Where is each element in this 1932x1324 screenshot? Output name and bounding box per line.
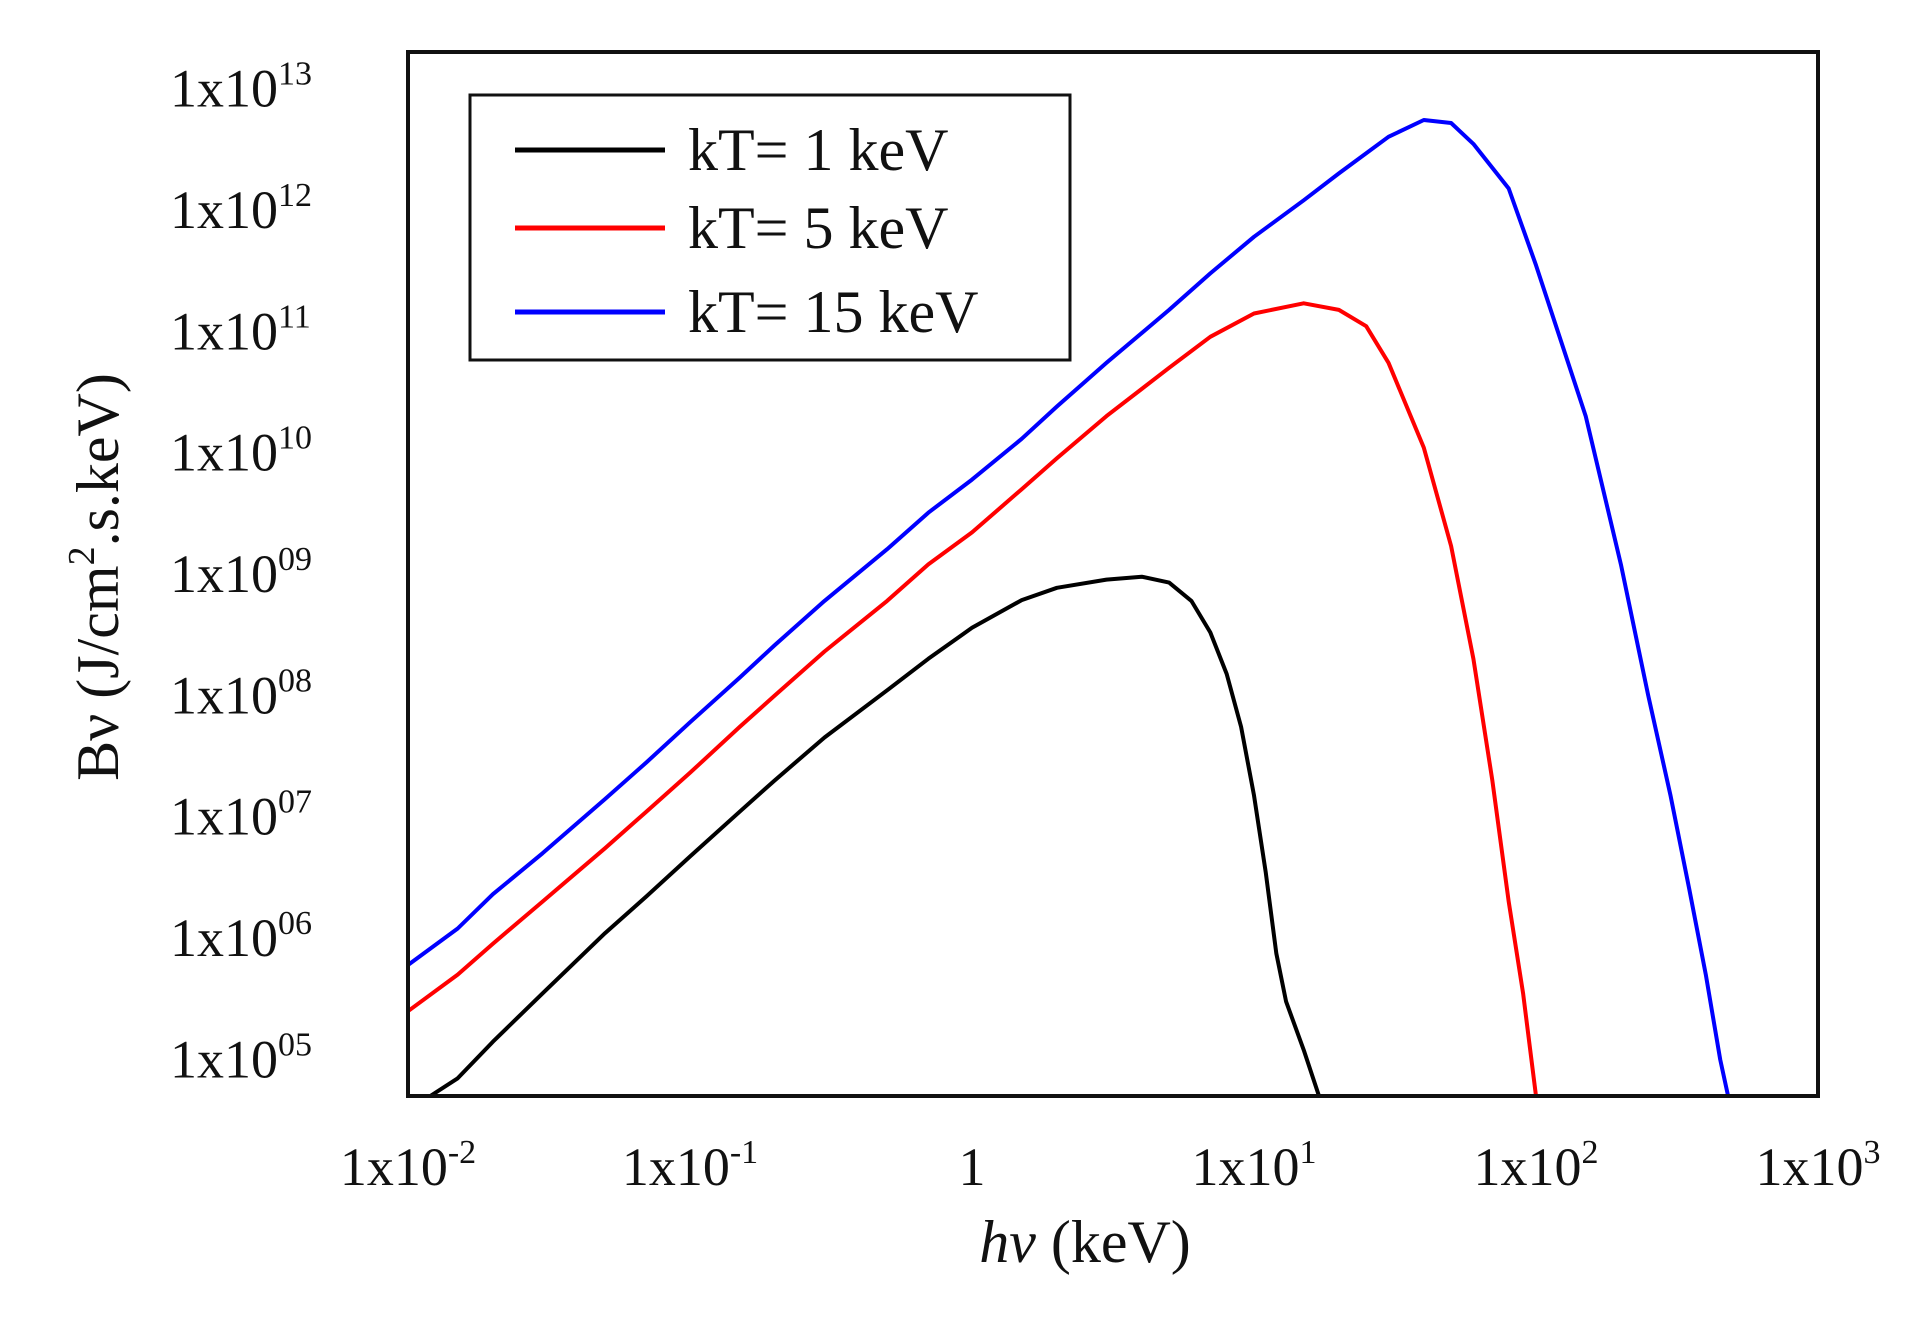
plot-frame xyxy=(406,50,1820,1098)
x-tick-label-5: 1x103 xyxy=(1756,1134,1881,1197)
y-tick-label-3: 1x1008 xyxy=(170,662,312,725)
y-tick-base-7: 1x10 xyxy=(170,180,278,240)
series-line-kt-15-kev xyxy=(408,118,1731,1096)
x-tick-label-0: 1x10-2 xyxy=(340,1134,476,1197)
y-tick-label-4: 1x1009 xyxy=(170,541,312,604)
x-tick-label-1: 1x10-1 xyxy=(622,1134,758,1197)
y-tick-exponent-6: 11 xyxy=(278,298,311,335)
series-line-kt-1-kev xyxy=(429,574,1321,1096)
y-axis-title-sup: 2 xyxy=(61,546,103,565)
y-tick-label-6: 1x1011 xyxy=(170,298,311,361)
y-tick-exponent-4: 09 xyxy=(278,541,312,578)
x-tick-base-2: 1 xyxy=(959,1137,986,1197)
y-tick-base-2: 1x10 xyxy=(170,787,278,847)
x-tick-label-3: 1x101 xyxy=(1192,1134,1317,1197)
y-tick-labels: 1x10051x10061x10071x10081x10091x10101x10… xyxy=(170,56,312,1090)
legend-label-kt15: kT= 15 keV xyxy=(688,279,978,345)
y-tick-label-1: 1x1006 xyxy=(170,905,312,968)
y-axis-title: Bν (J/cm2.s.keV) xyxy=(61,373,131,781)
x-axis-title: hν (keV) xyxy=(979,1209,1191,1275)
y-tick-exponent-3: 08 xyxy=(278,662,312,699)
y-tick-label-8: 1x1013 xyxy=(170,56,312,119)
y-tick-exponent-0: 05 xyxy=(278,1027,312,1064)
x-tick-exponent-0: -2 xyxy=(448,1134,476,1171)
y-tick-base-1: 1x10 xyxy=(170,908,278,968)
y-tick-exponent-7: 12 xyxy=(278,177,312,214)
x-tick-base-5: 1x10 xyxy=(1756,1137,1864,1197)
x-tick-base-0: 1x10 xyxy=(340,1137,448,1197)
x-tick-labels: 1x10-2 1x10-1 1 1x101 1x102 1x103 xyxy=(340,1134,1881,1197)
legend-label-kt1: kT= 1 keV xyxy=(688,117,948,183)
y-tick-exponent-1: 06 xyxy=(278,905,312,942)
x-axis-title-symbol: hν xyxy=(979,1209,1036,1275)
y-tick-label-2: 1x1007 xyxy=(170,784,312,847)
y-tick-base-5: 1x10 xyxy=(170,423,278,483)
y-tick-base-6: 1x10 xyxy=(170,301,278,361)
y-tick-exponent-2: 07 xyxy=(278,784,312,821)
legend-label-kt5: kT= 5 keV xyxy=(688,195,948,261)
y-tick-base-3: 1x10 xyxy=(170,665,278,725)
x-tick-base-1: 1x10 xyxy=(622,1137,730,1197)
x-tick-label-2: 1 xyxy=(959,1137,986,1197)
y-tick-exponent-5: 10 xyxy=(278,420,312,457)
x-tick-label-4: 1x102 xyxy=(1474,1134,1599,1197)
y-axis-title-prefix: Bν (J/cm xyxy=(65,565,131,780)
x-tick-exponent-4: 2 xyxy=(1582,1134,1599,1171)
y-tick-label-5: 1x1010 xyxy=(170,420,312,483)
y-tick-label-7: 1x1012 xyxy=(170,177,312,240)
x-axis-title-unit: (keV) xyxy=(1036,1209,1191,1275)
x-tick-base-3: 1x10 xyxy=(1192,1137,1300,1197)
x-tick-base-4: 1x10 xyxy=(1474,1137,1582,1197)
y-tick-base-0: 1x10 xyxy=(170,1030,278,1090)
y-tick-base-8: 1x10 xyxy=(170,59,278,119)
legend: kT= 1 keV kT= 5 keV kT= 15 keV xyxy=(468,93,1072,362)
y-axis-title-suffix: .s.keV) xyxy=(65,373,131,546)
x-tick-exponent-5: 3 xyxy=(1864,1134,1881,1171)
series-layer xyxy=(408,118,1731,1096)
x-tick-exponent-3: 1 xyxy=(1300,1134,1317,1171)
y-tick-label-0: 1x1005 xyxy=(170,1027,312,1090)
x-tick-exponent-1: -1 xyxy=(730,1134,758,1171)
y-tick-exponent-8: 13 xyxy=(278,56,312,93)
series-line-kt-5-kev xyxy=(408,301,1538,1096)
y-tick-base-4: 1x10 xyxy=(170,544,278,604)
